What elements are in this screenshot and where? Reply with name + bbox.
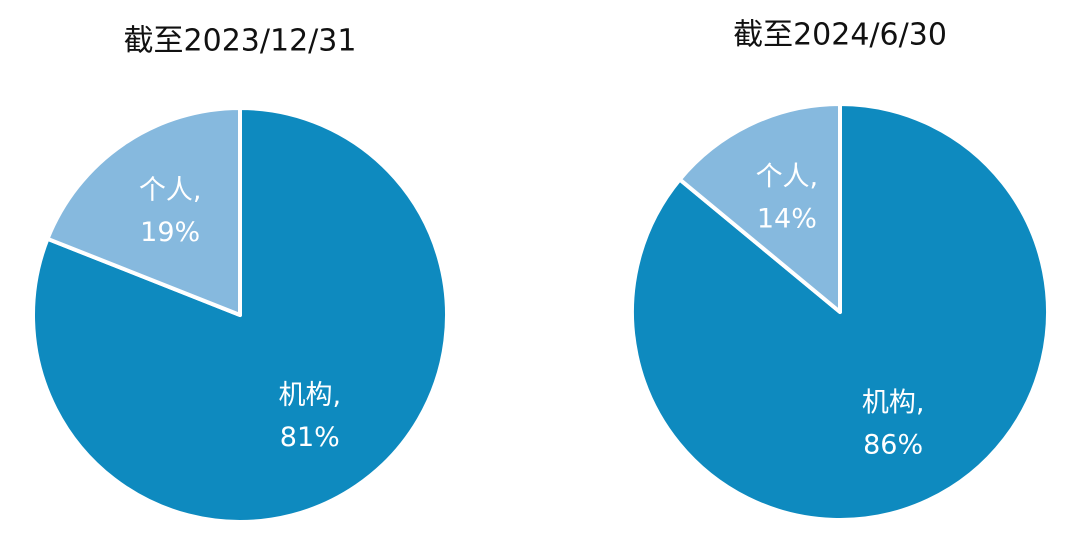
slice-category: 个人,	[139, 175, 202, 206]
slice-value-label: 19%	[140, 217, 200, 248]
chart-title: 截至2023/12/31	[124, 24, 357, 59]
pie-slice	[677, 102, 842, 314]
slice-category: 机构,	[862, 387, 925, 418]
slice-category: 个人,	[756, 162, 819, 193]
slice-value-label: 14%	[757, 204, 817, 235]
slice-value-label: 81%	[280, 422, 340, 453]
chart-title: 截至2024/6/30	[733, 18, 947, 53]
slice-value-label: 86%	[863, 429, 923, 460]
slice-category: 机构,	[279, 380, 342, 411]
pie-slice	[630, 102, 1050, 522]
pie-slice	[45, 106, 242, 317]
